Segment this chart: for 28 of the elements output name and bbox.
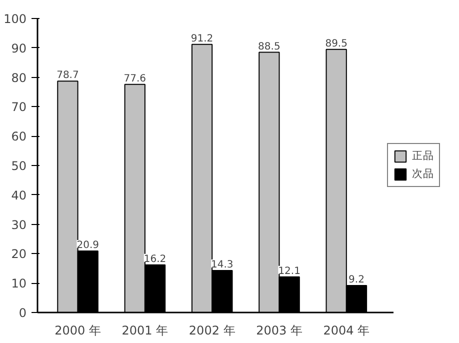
data-label: 78.7 [56, 70, 79, 82]
y-tick-label: 60 [11, 130, 27, 144]
x-tick-label: 2002 年 [188, 324, 236, 338]
y-tick-label: 40 [11, 188, 27, 202]
data-label: 12.1 [278, 266, 300, 277]
x-tick-label: 2003 年 [256, 324, 302, 338]
data-label: 16.2 [144, 254, 166, 265]
y-tick-label: 0 [18, 306, 27, 320]
data-label: 91.2 [190, 33, 214, 44]
y-tick-label: 70 [11, 100, 27, 114]
data-label: 77.6 [124, 73, 146, 84]
y-tick-label: 90 [11, 41, 27, 56]
y-tick-label: 80 [11, 70, 27, 85]
y-tick-label: 10 [11, 276, 27, 291]
x-tick-label: 2000 年 [54, 324, 101, 338]
data-label: 20.9 [76, 240, 99, 252]
y-tick-label: 30 [11, 218, 27, 232]
x-tick-label: 2004 年 [323, 324, 370, 338]
legend-label: 正品 [412, 149, 434, 163]
data-label: 88.5 [258, 41, 280, 52]
data-label: 14.3 [211, 259, 234, 270]
data-label: 89.5 [325, 38, 348, 50]
y-tick-label: 20 [11, 247, 27, 262]
x-tick-label: 2001 年 [122, 324, 168, 338]
legend-label: 次品 [412, 167, 434, 181]
data-label: 9.2 [348, 274, 364, 286]
y-tick-label: 100 [4, 12, 26, 26]
y-tick-label: 50 [11, 159, 27, 173]
